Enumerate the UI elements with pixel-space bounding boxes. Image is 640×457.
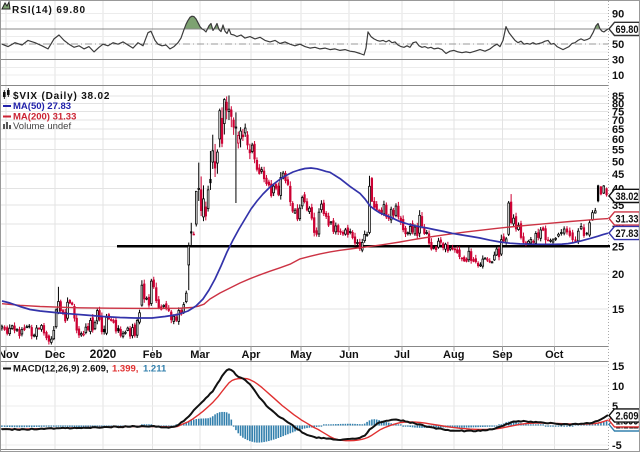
svg-text:1.211: 1.211 bbox=[143, 364, 167, 375]
svg-text:2.609: 2.609 bbox=[616, 411, 639, 423]
svg-text:90: 90 bbox=[612, 9, 624, 21]
svg-text:10: 10 bbox=[612, 381, 624, 393]
svg-text:80: 80 bbox=[612, 99, 624, 111]
svg-text:2020: 2020 bbox=[90, 347, 117, 361]
svg-text:60: 60 bbox=[612, 134, 624, 146]
svg-text:5: 5 bbox=[612, 401, 618, 413]
svg-text:38.02: 38.02 bbox=[616, 191, 639, 203]
svg-text:85: 85 bbox=[612, 91, 624, 103]
svg-text:Mar: Mar bbox=[190, 349, 210, 361]
svg-text:MA(50) 27.83: MA(50) 27.83 bbox=[13, 101, 71, 112]
svg-text:1.399,: 1.399, bbox=[112, 364, 138, 375]
svg-text:MA(200) 31.33: MA(200) 31.33 bbox=[13, 112, 76, 123]
svg-text:Dec: Dec bbox=[45, 349, 65, 361]
svg-text:70: 70 bbox=[612, 115, 624, 127]
svg-text:50: 50 bbox=[612, 39, 624, 51]
svg-text:$VIX (Daily) 38.02: $VIX (Daily) 38.02 bbox=[13, 91, 110, 102]
svg-text:MACD(12,26,9) 2.609,: MACD(12,26,9) 2.609, bbox=[13, 364, 109, 375]
svg-text:Jul: Jul bbox=[394, 349, 410, 361]
svg-text:10: 10 bbox=[612, 70, 624, 82]
svg-text:Nov: Nov bbox=[0, 349, 20, 361]
svg-text:RSI(14) 69.80: RSI(14) 69.80 bbox=[12, 5, 86, 16]
svg-text:55: 55 bbox=[612, 145, 624, 157]
svg-text:Apr: Apr bbox=[242, 349, 262, 361]
svg-text:15: 15 bbox=[612, 304, 624, 316]
svg-text:Sep: Sep bbox=[492, 349, 512, 361]
svg-text:-5: -5 bbox=[612, 440, 622, 452]
svg-text:Oct: Oct bbox=[545, 349, 564, 361]
svg-text:31.33: 31.33 bbox=[616, 214, 639, 226]
svg-text:30: 30 bbox=[612, 55, 624, 67]
svg-text:Jun: Jun bbox=[339, 349, 359, 361]
svg-text:Aug: Aug bbox=[443, 349, 464, 361]
svg-text:69.80: 69.80 bbox=[616, 24, 639, 36]
svg-text:20: 20 bbox=[612, 269, 624, 281]
svg-text:Volume undef: Volume undef bbox=[13, 121, 71, 132]
svg-text:75: 75 bbox=[612, 107, 624, 119]
svg-text:27.83: 27.83 bbox=[616, 228, 639, 240]
svg-text:50: 50 bbox=[612, 156, 624, 168]
svg-text:25: 25 bbox=[612, 241, 624, 253]
svg-text:65: 65 bbox=[612, 124, 624, 136]
svg-text:45: 45 bbox=[612, 169, 624, 181]
svg-text:Feb: Feb bbox=[143, 349, 163, 361]
svg-text:15: 15 bbox=[612, 361, 624, 373]
svg-text:May: May bbox=[290, 349, 312, 361]
